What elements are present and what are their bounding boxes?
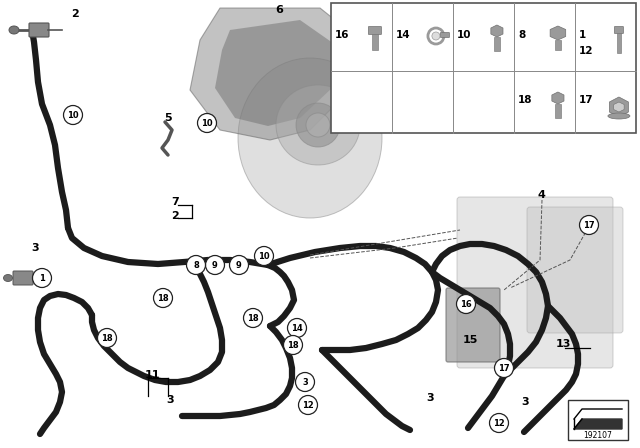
Text: 10: 10 — [67, 111, 79, 120]
FancyBboxPatch shape — [13, 271, 33, 285]
Text: 18: 18 — [518, 95, 532, 105]
Ellipse shape — [9, 26, 19, 34]
Circle shape — [154, 289, 173, 307]
Polygon shape — [609, 97, 628, 117]
Text: 7: 7 — [171, 197, 179, 207]
Text: 1: 1 — [39, 273, 45, 283]
Circle shape — [255, 246, 273, 266]
Circle shape — [287, 319, 307, 337]
Bar — [372, 34, 378, 50]
Bar — [555, 104, 561, 118]
Circle shape — [243, 309, 262, 327]
Circle shape — [490, 414, 509, 432]
Text: 18: 18 — [247, 314, 259, 323]
Text: 18: 18 — [157, 293, 169, 302]
Text: 12: 12 — [302, 401, 314, 409]
Polygon shape — [215, 20, 340, 126]
Circle shape — [198, 113, 216, 133]
Polygon shape — [491, 25, 503, 37]
FancyBboxPatch shape — [614, 26, 623, 34]
Text: 18: 18 — [101, 333, 113, 343]
Circle shape — [495, 358, 513, 378]
Text: 11: 11 — [144, 370, 160, 380]
Text: 8: 8 — [193, 260, 199, 270]
Bar — [555, 40, 561, 50]
Text: 9: 9 — [212, 260, 218, 270]
Circle shape — [205, 255, 225, 275]
Bar — [568, 400, 628, 440]
Text: 14: 14 — [396, 30, 411, 40]
Polygon shape — [190, 8, 360, 140]
Circle shape — [186, 255, 205, 275]
Text: 14: 14 — [291, 323, 303, 332]
Text: 3: 3 — [166, 395, 174, 405]
Ellipse shape — [276, 85, 360, 165]
FancyBboxPatch shape — [369, 26, 381, 34]
Text: 2: 2 — [171, 211, 179, 221]
Bar — [331, 3, 636, 133]
Text: 10: 10 — [258, 251, 270, 260]
Bar — [617, 33, 621, 53]
Text: 12: 12 — [579, 46, 593, 56]
Text: 10: 10 — [457, 30, 472, 40]
Circle shape — [432, 32, 440, 40]
FancyBboxPatch shape — [446, 288, 500, 362]
Circle shape — [97, 328, 116, 348]
Text: 3: 3 — [521, 397, 529, 407]
Circle shape — [33, 268, 51, 288]
Ellipse shape — [296, 103, 340, 147]
Text: 3: 3 — [302, 378, 308, 387]
Circle shape — [63, 105, 83, 125]
Text: 1: 1 — [579, 30, 586, 40]
Text: 6: 6 — [275, 5, 283, 15]
Text: 9: 9 — [236, 260, 242, 270]
Polygon shape — [614, 102, 624, 112]
Polygon shape — [574, 419, 622, 429]
Text: 12: 12 — [493, 418, 505, 427]
FancyBboxPatch shape — [29, 23, 49, 37]
Text: 3: 3 — [31, 243, 39, 253]
Text: 16: 16 — [460, 300, 472, 309]
Ellipse shape — [306, 113, 330, 137]
Text: 192107: 192107 — [584, 431, 612, 439]
Text: 5: 5 — [164, 113, 172, 123]
Circle shape — [284, 336, 303, 354]
Text: 4: 4 — [537, 190, 545, 200]
Polygon shape — [550, 26, 566, 40]
FancyBboxPatch shape — [457, 197, 613, 368]
Circle shape — [230, 255, 248, 275]
Text: 3: 3 — [426, 393, 434, 403]
Text: 15: 15 — [462, 335, 477, 345]
Text: 8: 8 — [518, 30, 525, 40]
Text: 18: 18 — [287, 340, 299, 349]
Text: 16: 16 — [335, 30, 349, 40]
Circle shape — [456, 294, 476, 314]
Ellipse shape — [238, 58, 382, 218]
Circle shape — [298, 396, 317, 414]
Text: 10: 10 — [201, 119, 213, 128]
Text: 13: 13 — [556, 339, 571, 349]
Ellipse shape — [3, 275, 13, 281]
Text: 2: 2 — [71, 9, 79, 19]
Bar — [494, 37, 500, 51]
Text: 17: 17 — [498, 363, 510, 372]
FancyBboxPatch shape — [527, 207, 623, 333]
Text: 17: 17 — [579, 95, 594, 105]
FancyBboxPatch shape — [440, 33, 449, 38]
Circle shape — [579, 215, 598, 234]
Text: 17: 17 — [583, 220, 595, 229]
Polygon shape — [552, 92, 564, 104]
Circle shape — [296, 372, 314, 392]
Ellipse shape — [608, 113, 630, 119]
